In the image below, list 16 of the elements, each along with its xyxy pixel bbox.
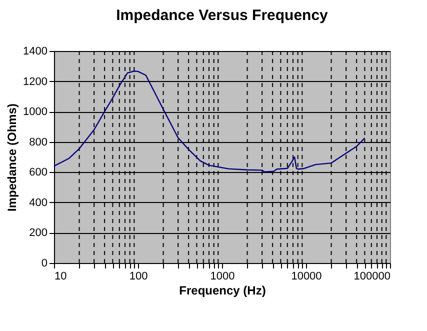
y-tick-label: 600: [29, 166, 48, 179]
x-tick-label: 10: [54, 270, 67, 282]
x-tick-label: 100000: [354, 270, 390, 282]
y-tick-label: 1400: [23, 46, 48, 58]
y-tick-label: 1200: [23, 76, 48, 88]
y-tick-label: 1000: [23, 106, 48, 118]
y-tick-label: 200: [29, 227, 48, 240]
x-axis-title: Frequency (Hz): [179, 284, 266, 298]
y-tick-label: 800: [29, 136, 48, 148]
chart-title: Impedance Versus Frequency: [116, 7, 329, 24]
x-tick-label: 10000: [291, 270, 322, 282]
y-tick-label: 400: [29, 196, 48, 209]
y-axis-title: Impedance (Ohms): [5, 103, 20, 212]
x-tick-label: 1000: [210, 270, 235, 282]
x-tick-label: 100: [129, 270, 148, 282]
y-tick-label: 0: [41, 258, 48, 270]
